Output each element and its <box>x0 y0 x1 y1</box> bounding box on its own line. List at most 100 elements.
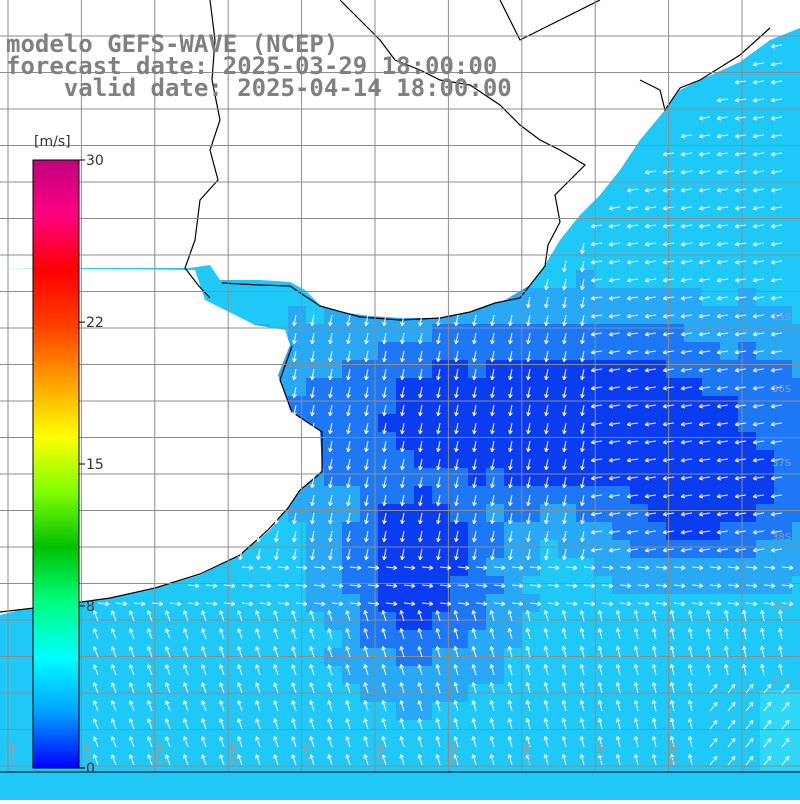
ocean-cell <box>756 396 774 414</box>
ocean-cell <box>504 342 522 360</box>
ocean-cell <box>738 378 756 396</box>
ocean-cell <box>720 324 738 342</box>
ocean-cell <box>342 738 360 756</box>
ocean-cell <box>414 792 432 800</box>
ocean-cell <box>108 792 126 800</box>
ocean-cell <box>738 180 756 198</box>
ocean-cell <box>756 180 774 198</box>
ocean-cell <box>756 288 774 306</box>
ocean-cell <box>756 792 774 800</box>
ocean-cell <box>396 756 414 774</box>
ocean-cell <box>450 486 468 504</box>
ocean-cell <box>450 612 468 630</box>
ocean-cell <box>792 288 800 306</box>
ocean-cell <box>684 324 702 342</box>
latitude-label: 40S <box>772 676 791 687</box>
ocean-cell <box>792 270 800 288</box>
longitude-label: 52W <box>522 742 533 765</box>
longitude-label: 50W <box>669 742 680 765</box>
ocean-cell <box>756 198 774 216</box>
ocean-cell <box>306 792 324 800</box>
ocean-cell <box>648 702 666 720</box>
ocean-cell <box>774 198 792 216</box>
ocean-cell <box>684 180 702 198</box>
ocean-cell <box>630 306 648 324</box>
ocean-cell <box>630 630 648 648</box>
ocean-cell <box>774 72 792 90</box>
ocean-cell <box>774 126 792 144</box>
ocean-cell <box>612 630 630 648</box>
ocean-cell <box>702 342 720 360</box>
ocean-cell <box>756 432 774 450</box>
ocean-cell <box>720 198 738 216</box>
ocean-cell <box>162 792 180 800</box>
ocean-cell <box>684 540 702 558</box>
ocean-cell <box>558 414 576 432</box>
ocean-cell <box>414 378 432 396</box>
ocean-cell <box>630 180 648 198</box>
ocean-cell <box>432 504 450 522</box>
title-valid-date: valid date: 2025-04-14 18:00:00 <box>6 76 512 100</box>
ocean-cell <box>108 774 126 792</box>
ocean-cell <box>792 144 800 162</box>
ocean-cell <box>612 738 630 756</box>
ocean-cell <box>576 486 594 504</box>
ocean-cell <box>450 378 468 396</box>
ocean-cell <box>738 90 756 108</box>
ocean-cell <box>702 270 720 288</box>
ocean-cell <box>468 522 486 540</box>
ocean-cell <box>432 522 450 540</box>
ocean-cell <box>738 108 756 126</box>
ocean-cell <box>648 180 666 198</box>
ocean-cell <box>738 270 756 288</box>
longitude-label: 57W <box>155 742 166 765</box>
ocean-cell <box>288 360 306 378</box>
ocean-cell <box>576 738 594 756</box>
ocean-cell <box>504 522 522 540</box>
ocean-cell <box>792 198 800 216</box>
ocean-cell <box>144 666 162 684</box>
ocean-cell <box>540 774 558 792</box>
ocean-cell <box>612 666 630 684</box>
ocean-cell <box>702 756 720 774</box>
ocean-cell <box>612 180 630 198</box>
ocean-cell <box>720 756 738 774</box>
ocean-cell <box>792 666 800 684</box>
ocean-cell <box>414 612 432 630</box>
ocean-cell <box>342 774 360 792</box>
ocean-cell <box>630 198 648 216</box>
ocean-cell <box>576 504 594 522</box>
ocean-cell <box>504 774 522 792</box>
ocean-cell <box>288 702 306 720</box>
ocean-cell <box>342 666 360 684</box>
ocean-cell <box>684 234 702 252</box>
ocean-cell <box>648 126 666 144</box>
ocean-cell <box>108 738 126 756</box>
ocean-cell <box>702 126 720 144</box>
ocean-cell <box>774 396 792 414</box>
ocean-cell <box>540 432 558 450</box>
ocean-cell <box>288 378 306 396</box>
ocean-cell <box>198 702 216 720</box>
ocean-cell <box>468 630 486 648</box>
ocean-cell <box>486 486 504 504</box>
ocean-cell <box>468 738 486 756</box>
ocean-cell <box>540 504 558 522</box>
ocean-cell <box>756 360 774 378</box>
ocean-cell <box>414 450 432 468</box>
ocean-cell <box>666 792 684 800</box>
ocean-cell <box>324 738 342 756</box>
ocean-cell <box>432 486 450 504</box>
latitude-label: 35S <box>772 312 791 323</box>
ocean-cell <box>378 612 396 630</box>
ocean-cell <box>414 342 432 360</box>
ocean-cell <box>648 324 666 342</box>
ocean-cell <box>486 540 504 558</box>
ocean-cell <box>252 774 270 792</box>
ocean-cell <box>612 756 630 774</box>
ocean-cell <box>720 414 738 432</box>
ocean-cell <box>450 342 468 360</box>
ocean-cell <box>792 540 800 558</box>
ocean-cell <box>630 432 648 450</box>
ocean-cell <box>738 450 756 468</box>
